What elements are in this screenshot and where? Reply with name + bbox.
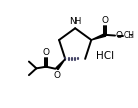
Text: H: H bbox=[74, 17, 80, 26]
Text: N: N bbox=[69, 17, 76, 26]
Text: HCl: HCl bbox=[96, 51, 114, 61]
Text: O: O bbox=[102, 16, 109, 25]
Text: CH: CH bbox=[124, 31, 135, 40]
Text: O: O bbox=[53, 71, 60, 80]
Polygon shape bbox=[91, 34, 106, 40]
Polygon shape bbox=[56, 59, 65, 70]
Text: 3: 3 bbox=[129, 34, 133, 39]
Text: O: O bbox=[43, 48, 50, 57]
Text: O: O bbox=[115, 31, 122, 40]
